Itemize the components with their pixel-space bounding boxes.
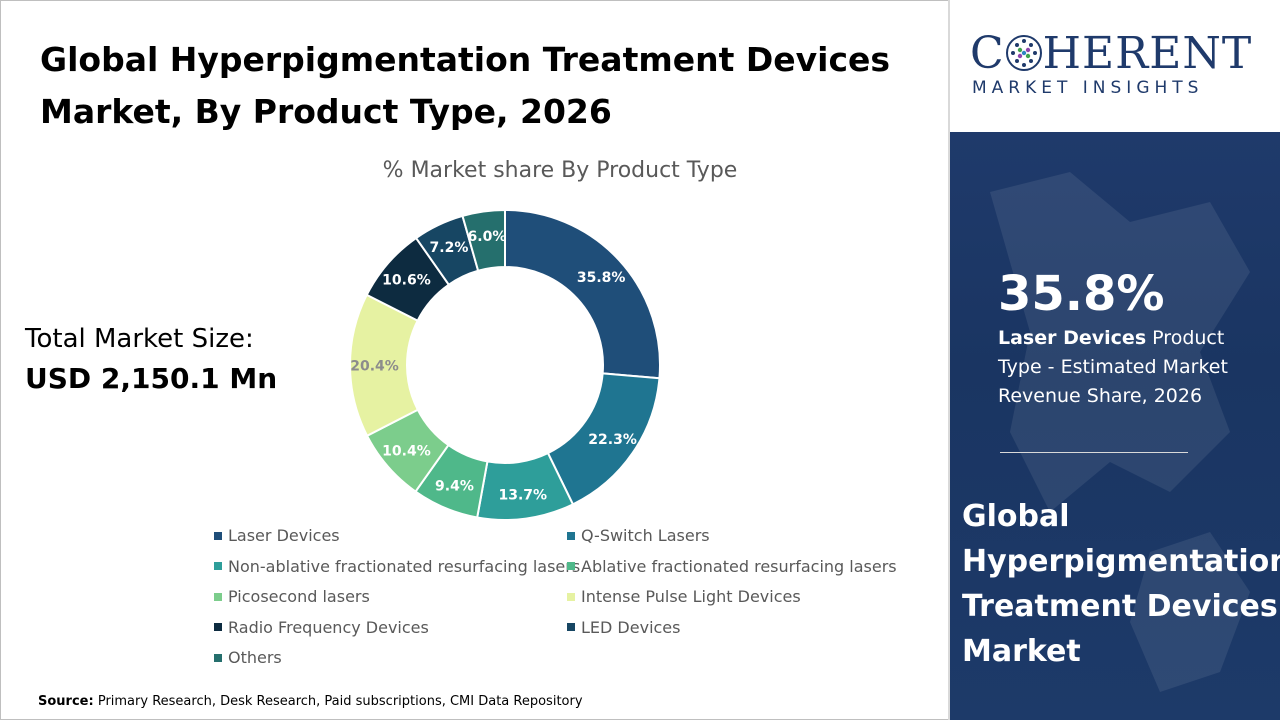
legend-label: Radio Frequency Devices	[228, 617, 429, 637]
legend-swatch	[214, 623, 222, 631]
total-market-label: Total Market Size:	[25, 324, 254, 354]
data-label-q-switch-lasers: 22.3%	[588, 432, 637, 448]
donut-chart: 35.8% 22.3% 13.7% 9.4% 10.4% 20.4% 10.6% 7.2%6.…	[349, 208, 661, 521]
data-label-intense-pulse-light-devices: 20.4%	[350, 358, 399, 374]
highlight-text: Product Type - Estimated Market Revenue …	[998, 327, 1228, 407]
legend-label: Others	[228, 648, 282, 667]
side-divider	[1000, 452, 1188, 453]
background-map-decoration	[990, 172, 1250, 692]
title-line-2: Market, By Product Type, 2026	[40, 92, 612, 131]
legend-label: LED Devices	[581, 617, 681, 637]
legend-item-picosecond-lasers: Picosecond lasers	[214, 587, 370, 607]
legend-swatch	[214, 653, 222, 662]
brand-name-start: C	[970, 28, 1005, 79]
brand-logo: C HERENT	[970, 28, 1270, 79]
legend-label: Ablative fractionated resurfacing lasers	[581, 556, 897, 576]
side-panel: C HERENT MARKET INSIGHTS 35.8% Laser Dev…	[948, 0, 1280, 720]
legend-label: Intense Pulse Light Devices	[581, 587, 801, 606]
legend-swatch	[567, 623, 575, 631]
legend-swatch	[567, 531, 575, 540]
data-label-ablative-fractionated-resurfacing-lasers: 9.4%	[435, 478, 474, 494]
legend-item-led-devices: LED Devices	[567, 618, 680, 638]
highlight-value: 35.8%	[998, 266, 1165, 322]
data-label-led-devices: 7.2%	[430, 240, 469, 256]
source-label: Source:	[38, 694, 94, 709]
legend-item-q-switch-lasers: Q-Switch Lasers	[567, 526, 710, 546]
side-dark-panel	[950, 132, 1280, 720]
legend-item-others: Others	[214, 648, 282, 668]
legend-item-ablative-fractionated-resurfacing-lasers: Ablative fractionated resurfacing lasers	[567, 557, 897, 577]
total-market-value: USD 2,150.1 Mn	[25, 362, 278, 395]
page-title: Global Hyperpigmentation Treatment Devic…	[40, 34, 920, 138]
data-label-others: 6.0%	[468, 229, 507, 245]
legend-item-laser-devices: Laser Devices	[214, 526, 340, 546]
legend-label: Laser Devices	[228, 526, 340, 545]
legend-swatch	[567, 592, 575, 601]
legend-item-radio-frequency-devices: Radio Frequency Devices	[214, 618, 429, 638]
data-label-non-ablative-fractionated-resurfacing-lasers: 13.7%	[498, 487, 547, 503]
legend-swatch	[567, 562, 575, 570]
slice-others	[461, 208, 507, 272]
source-note: Source: Primary Research, Desk Research,…	[38, 694, 583, 709]
legend-swatch	[214, 592, 222, 601]
highlight-description: Laser Devices Product Type - Estimated M…	[998, 324, 1258, 411]
source-text: Primary Research, Desk Research, Paid su…	[97, 694, 583, 709]
brand-name-end: HERENT	[1042, 28, 1253, 79]
legend-label: Non-ablative fractionated resurfacing la…	[228, 556, 581, 576]
legend-label: Picosecond lasers	[228, 587, 370, 606]
legend-item-intense-pulse-light-devices: Intense Pulse Light Devices	[567, 587, 801, 607]
legend-swatch	[214, 531, 222, 540]
side-market-title: Global Hyperpigmentation Treatment Devic…	[962, 499, 1280, 669]
slice-laser-devices	[504, 208, 661, 380]
data-label-laser-devices: 35.8%	[577, 270, 626, 286]
chart-title: % Market share By Product Type	[382, 158, 738, 183]
title-line-1: Global Hyperpigmentation Treatment Devic…	[40, 40, 891, 79]
data-label-radio-frequency-devices: 10.6%	[382, 272, 431, 288]
legend-item-non-ablative-fractionated-resurfacing-lasers: Non-ablative fractionated resurfacing la…	[214, 557, 580, 577]
globe-dots-icon	[1005, 35, 1042, 71]
legend-label: Q-Switch Lasers	[581, 526, 710, 545]
highlight-segment: Laser Devices	[998, 327, 1147, 349]
brand-subtitle: MARKET INSIGHTS	[972, 78, 1204, 98]
legend-swatch	[214, 562, 222, 570]
data-label-picosecond-lasers: 10.4%	[382, 444, 431, 460]
